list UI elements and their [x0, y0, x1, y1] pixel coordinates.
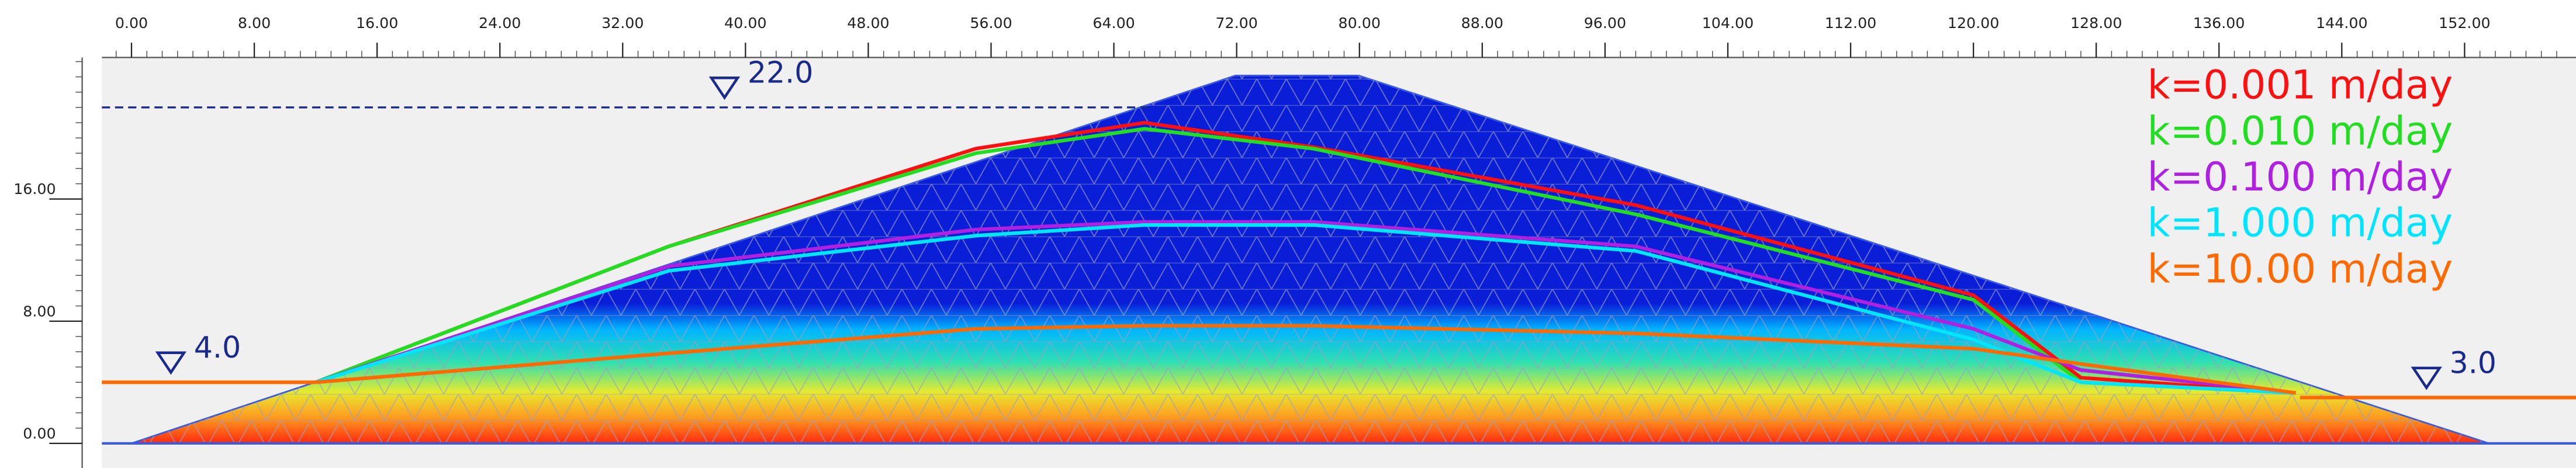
seepage-line: [315, 220, 2296, 395]
y-tick-label: 16.00: [13, 181, 56, 197]
seepage-lines: [314, 120, 2296, 395]
water-symbol: [155, 351, 187, 375]
x-tick-label: 48.00: [847, 15, 889, 32]
ticks: 0.00 8.00 16.00 24.00 32.00 40.00 48.00 56.00 64…: [13, 15, 2557, 444]
x-tick-label: 96.00: [1584, 15, 1626, 32]
x-tick-label: 8.00: [238, 15, 271, 32]
x-tick-label: 104.00: [1702, 15, 1754, 32]
legend-entry: k=0.001 m/day: [2148, 62, 2453, 108]
x-tick-label: 80.00: [1339, 15, 1381, 32]
water-level-label: 4.0: [194, 330, 241, 365]
water-level-label: 3.0: [2450, 345, 2497, 380]
x-tick-label: 120.00: [1948, 15, 1999, 32]
x-tick-label: 112.00: [1825, 15, 1876, 32]
y-tick-label: 8.00: [23, 303, 56, 320]
x-tick-label: 144.00: [2316, 15, 2367, 32]
x-tick-label: 16.00: [356, 15, 398, 32]
x-tick-label: 152.00: [2439, 15, 2490, 32]
x-tick-label: 56.00: [970, 15, 1012, 32]
x-tick-label: 136.00: [2193, 15, 2245, 32]
seepage-line: [315, 223, 2296, 395]
x-tick-label: 40.00: [724, 15, 766, 32]
top-ruler: [0, 0, 2576, 58]
seepage-line: [315, 324, 2296, 395]
x-tick-label: 72.00: [1215, 15, 1257, 32]
left-ruler: [0, 57, 102, 468]
legend-entry: k=10.00 m/day: [2148, 245, 2453, 292]
x-tick-label: 88.00: [1461, 15, 1503, 32]
legend-entry: k=1.000 m/day: [2148, 200, 2453, 246]
x-tick-label: 24.00: [479, 15, 521, 32]
y-tick-label: 0.00: [23, 425, 56, 442]
x-tick-label: 32.00: [601, 15, 644, 32]
x-tick-label: 64.00: [1092, 15, 1135, 32]
legend-entry: k=0.010 m/day: [2148, 108, 2453, 154]
legend-entry: k=0.100 m/day: [2148, 154, 2453, 200]
x-tick-label: 128.00: [2070, 15, 2122, 32]
water-symbol: [708, 76, 741, 100]
water-level-label: 22.0: [748, 56, 814, 90]
water-symbol: [2411, 366, 2442, 390]
water-levels: 22.0 4.0 3.0: [102, 56, 2576, 400]
x-tick-label: 0.00: [115, 15, 148, 32]
